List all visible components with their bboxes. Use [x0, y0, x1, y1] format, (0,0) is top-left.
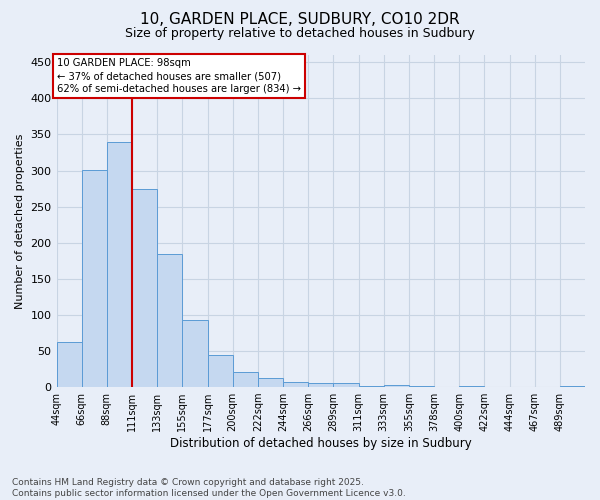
Bar [233, 372, 258, 387]
Bar [182, 320, 208, 387]
Bar [258, 378, 283, 387]
Bar [334, 384, 359, 387]
Y-axis label: Number of detached properties: Number of detached properties [15, 134, 25, 308]
Bar [157, 254, 182, 387]
Text: Contains HM Land Registry data © Crown copyright and database right 2025.
Contai: Contains HM Land Registry data © Crown c… [12, 478, 406, 498]
Text: 10, GARDEN PLACE, SUDBURY, CO10 2DR: 10, GARDEN PLACE, SUDBURY, CO10 2DR [140, 12, 460, 28]
Bar [107, 142, 132, 387]
Bar [359, 386, 383, 387]
X-axis label: Distribution of detached houses by size in Sudbury: Distribution of detached houses by size … [170, 437, 472, 450]
Bar [409, 386, 434, 387]
Text: 10 GARDEN PLACE: 98sqm
← 37% of detached houses are smaller (507)
62% of semi-de: 10 GARDEN PLACE: 98sqm ← 37% of detached… [57, 58, 301, 94]
Bar [82, 170, 107, 387]
Bar [560, 386, 585, 387]
Bar [283, 382, 308, 387]
Text: Size of property relative to detached houses in Sudbury: Size of property relative to detached ho… [125, 28, 475, 40]
Bar [208, 356, 233, 387]
Bar [308, 384, 334, 387]
Bar [56, 342, 82, 387]
Bar [459, 386, 484, 387]
Bar [383, 385, 409, 387]
Bar [132, 188, 157, 387]
